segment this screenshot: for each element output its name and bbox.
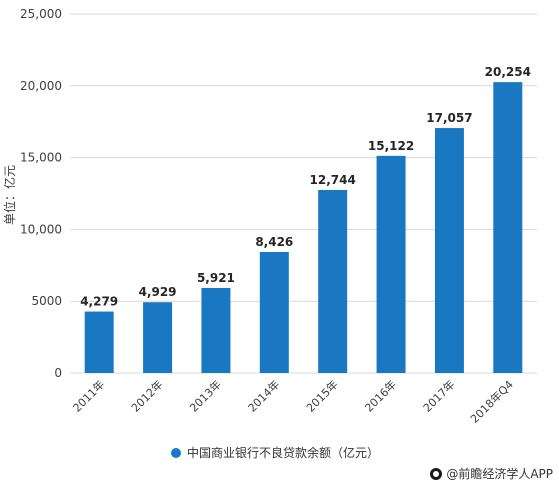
data-label: 4,279 bbox=[80, 295, 118, 309]
x-tick-label: 2017年 bbox=[420, 377, 457, 414]
x-tick-label: 2016年 bbox=[362, 377, 399, 414]
y-tick-label: 25,000 bbox=[20, 7, 62, 21]
source-credit: @前瞻经济学人APP bbox=[430, 465, 553, 482]
bar bbox=[434, 128, 464, 373]
legend: 中国商业银行不良贷款余额（亿元） bbox=[171, 445, 379, 460]
x-tick-label: 2011年 bbox=[70, 377, 107, 414]
y-tick-label: 10,000 bbox=[20, 222, 62, 236]
x-tick-label: 2014年 bbox=[245, 377, 282, 414]
bar bbox=[201, 287, 231, 373]
legend-marker bbox=[171, 448, 181, 458]
bar bbox=[493, 82, 523, 373]
data-label: 12,744 bbox=[310, 173, 356, 187]
bar bbox=[143, 302, 173, 373]
x-tick-label: 2018年Q4 bbox=[467, 377, 516, 426]
y-tick-label: 0 bbox=[54, 366, 62, 380]
y-tick-label: 15,000 bbox=[20, 151, 62, 165]
brand-logo-icon bbox=[430, 467, 443, 480]
x-tick-label: 2012年 bbox=[128, 377, 165, 414]
data-label: 17,057 bbox=[426, 111, 472, 125]
data-label: 4,929 bbox=[139, 285, 177, 299]
data-label: 20,254 bbox=[485, 65, 531, 79]
bars bbox=[84, 82, 523, 373]
x-tick-label: 2013年 bbox=[187, 377, 224, 414]
credit-text: @前瞻经济学人APP bbox=[446, 467, 553, 481]
y-axis-label: 单位：亿元 bbox=[2, 165, 17, 225]
legend-label: 中国商业银行不良贷款余额（亿元） bbox=[187, 445, 379, 460]
bar bbox=[84, 311, 114, 373]
x-tick-label: 2015年 bbox=[303, 377, 340, 414]
data-label: 15,122 bbox=[368, 139, 414, 153]
bar bbox=[318, 189, 348, 373]
x-axis-ticks: 2011年 2012年 2013年 2014年 2015年 2016年 2017年 2018年… bbox=[70, 377, 516, 426]
bar bbox=[259, 252, 289, 373]
value-labels: 4,279 4,929 5,921 8,426 12,744 15,122 17,057 20… bbox=[80, 65, 531, 308]
y-tick-label: 5000 bbox=[31, 294, 62, 308]
data-label: 5,921 bbox=[197, 271, 235, 285]
y-tick-label: 20,000 bbox=[20, 79, 62, 93]
y-axis-ticks: 0 5000 10,000 15,000 20,000 25,000 bbox=[20, 7, 62, 380]
gridlines bbox=[70, 13, 537, 374]
bar bbox=[376, 155, 406, 373]
data-label: 8,426 bbox=[255, 235, 293, 249]
